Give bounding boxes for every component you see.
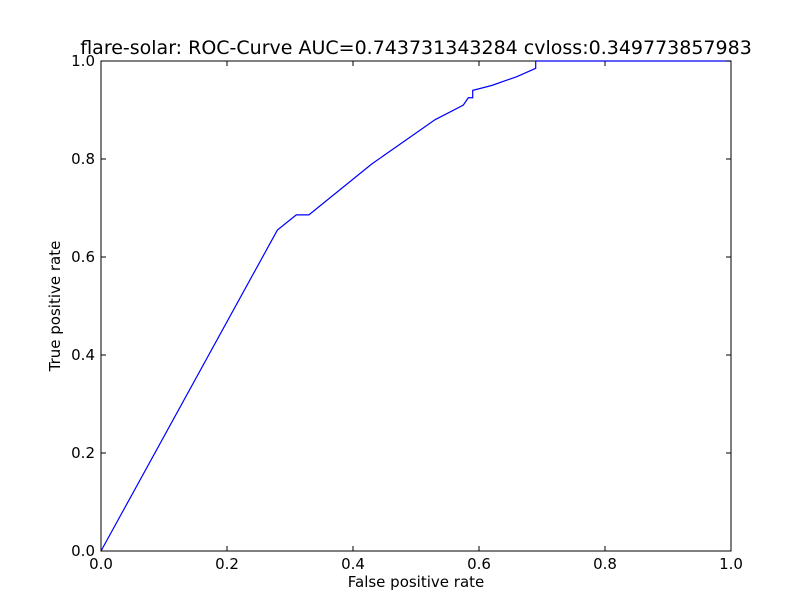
plot-area bbox=[100, 60, 732, 552]
y-tick-label: 0.2 bbox=[71, 444, 95, 462]
y-tick-label: 0.0 bbox=[71, 542, 95, 560]
y-tick-label: 0.6 bbox=[71, 248, 95, 266]
y-tick-label: 0.4 bbox=[71, 346, 95, 364]
x-tick-label: 0.0 bbox=[89, 555, 113, 573]
axes-frame bbox=[100, 60, 732, 552]
x-tick-label: 1.0 bbox=[719, 555, 743, 573]
x-tick-label: 0.2 bbox=[215, 555, 239, 573]
x-tick-label: 0.8 bbox=[593, 555, 617, 573]
x-axis-label: False positive rate bbox=[348, 573, 485, 591]
roc-curve-line bbox=[100, 60, 731, 552]
y-tick-label: 0.8 bbox=[71, 150, 95, 168]
y-axis-label: True positive rate bbox=[46, 241, 64, 373]
chart-title: flare-solar: ROC-Curve AUC=0.74373134328… bbox=[80, 37, 752, 59]
x-tick-label: 0.6 bbox=[467, 555, 491, 573]
axis-ticks: 0.0 0.2 0.4 0.6 0.8 1.0 0.0 0.2 0.4 0.6 0.8 1.0 bbox=[71, 52, 743, 573]
y-tick-label: 1.0 bbox=[71, 52, 95, 70]
x-tick-label: 0.4 bbox=[341, 555, 365, 573]
